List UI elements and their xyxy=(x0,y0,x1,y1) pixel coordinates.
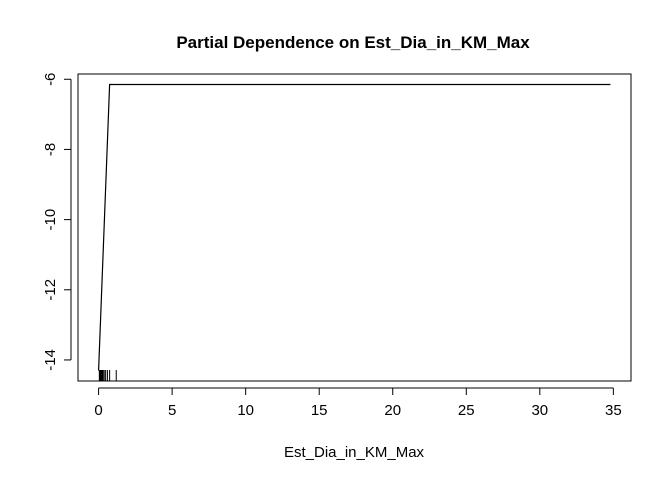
plot-frame xyxy=(77,73,632,382)
y-tick-label: -10 xyxy=(42,209,59,231)
chart-title: Partial Dependence on Est_Dia_in_KM_Max xyxy=(176,33,530,52)
x-axis: 0 5 10 15 20 25 30 35 xyxy=(94,387,622,419)
x-tick-label: 5 xyxy=(168,402,176,419)
series-group xyxy=(97,83,611,371)
x-tick-label: 0 xyxy=(94,402,102,419)
x-tick-label: 35 xyxy=(605,402,622,419)
y-tick-label: -14 xyxy=(42,349,59,371)
y-axis: -14 -12 -10 -8 -6 xyxy=(42,73,72,371)
x-tick-label: 15 xyxy=(311,402,328,419)
x-tick-label: 25 xyxy=(458,402,475,419)
y-tick-label: -12 xyxy=(42,279,59,301)
y-tick-label: -8 xyxy=(42,143,59,156)
x-tick-label: 30 xyxy=(531,402,548,419)
series-line xyxy=(97,83,611,371)
x-tick-label: 20 xyxy=(384,402,401,419)
x-axis-label: Est_Dia_in_KM_Max xyxy=(284,444,425,461)
rug-marks xyxy=(98,370,117,381)
y-tick-label: -6 xyxy=(42,73,59,86)
x-tick-label: 10 xyxy=(237,402,254,419)
